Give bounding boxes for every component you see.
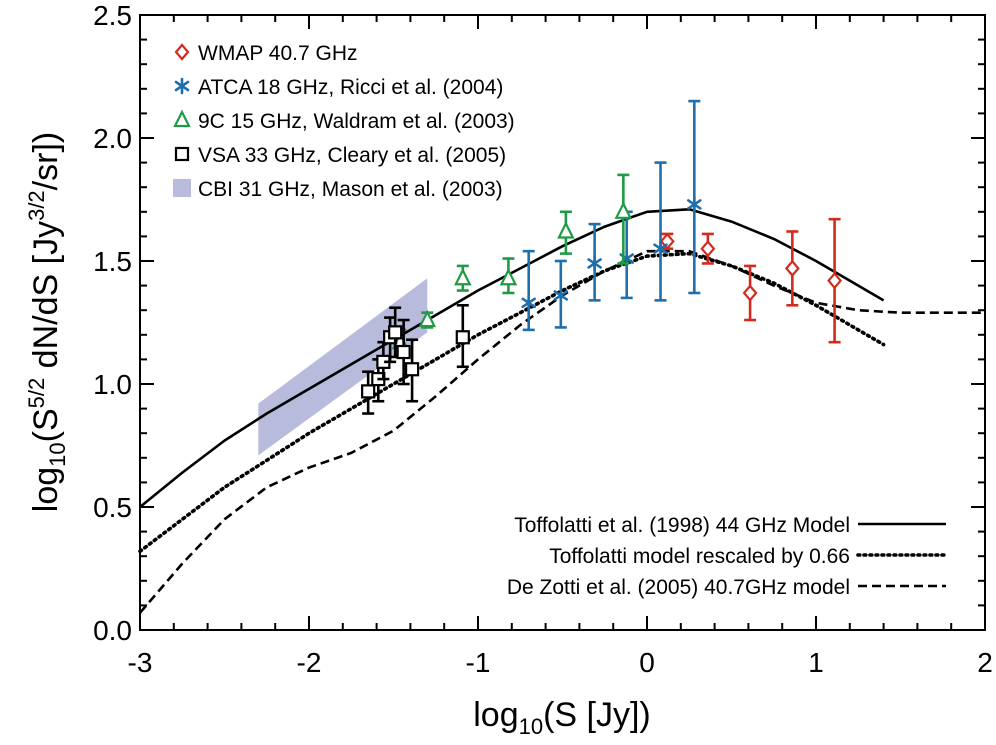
legend-marker-diamond <box>174 43 190 61</box>
asterisk-stroke <box>553 290 569 301</box>
model-legend-label: Toffolatti et al. (1998) 44 GHz Model <box>514 514 850 537</box>
x-tick-label: 0 <box>639 647 655 678</box>
error-bar <box>522 249 535 332</box>
error-bar <box>617 173 630 265</box>
series-square <box>361 303 470 415</box>
series-triangle <box>391 173 633 359</box>
data-point <box>388 325 403 340</box>
data-point <box>700 240 716 258</box>
x-tick-label: 2 <box>977 647 993 678</box>
y-tick-label: 1.0 <box>93 369 132 400</box>
asterisk-stroke <box>687 199 702 210</box>
legend-label: VSA 33 GHz, Cleary et al. (2005) <box>198 144 506 167</box>
cbi-band <box>258 278 428 456</box>
legend-label: WMAP 40.7 GHz <box>198 42 358 65</box>
series-asterisk <box>521 99 702 332</box>
legend-label: ATCA 18 GHz, Ricci et al. (2004) <box>198 76 503 99</box>
asterisk-stroke <box>174 80 190 92</box>
model-legend-label: Toffolatti model rescaled by 0.66 <box>549 545 850 568</box>
data-point <box>455 330 470 345</box>
x-tick-label: -1 <box>466 647 491 678</box>
data-legend: WMAP 40.7 GHz ATCA 18 GHz, Ricci et al. (… <box>173 42 515 201</box>
y-tick-label: 2.5 <box>93 0 132 31</box>
data-series-layer <box>361 99 843 415</box>
axis-ticks: -3 -2 -1 0 1 2 0.0 0.5 1.0 1.5 2.0 2.5 <box>93 0 993 678</box>
asterisk-stroke <box>521 297 537 309</box>
legend-marker-triangle <box>173 109 191 128</box>
data-point <box>653 240 668 257</box>
data-point <box>499 267 518 286</box>
data-point <box>587 255 602 272</box>
data-point <box>418 309 437 328</box>
data-point <box>614 201 633 219</box>
series-diamond <box>659 217 843 344</box>
y-tick-label: 2.0 <box>93 123 132 154</box>
x-axis-title: log10(S [Jy]) <box>473 696 651 739</box>
data-point <box>827 271 843 290</box>
y-tick-label: 0.0 <box>93 615 132 646</box>
data-point <box>784 259 800 278</box>
plot-frame <box>139 14 986 631</box>
data-point <box>396 344 411 360</box>
x-tick-label: -2 <box>297 647 322 678</box>
cbi-band-layer <box>258 278 428 456</box>
y-tick-label: 1.5 <box>93 246 132 277</box>
model-curve-dotted <box>138 251 886 554</box>
data-point <box>557 221 575 239</box>
y-axis-title: log10(S5/2 dN/dS [Jy3/2/sr]) <box>24 132 70 512</box>
data-point <box>553 287 569 304</box>
x-tick-label: -3 <box>128 647 153 678</box>
asterisk-stroke <box>587 258 602 269</box>
data-point <box>361 384 376 399</box>
data-point <box>454 267 472 286</box>
legend-band-swatch <box>173 179 191 197</box>
data-point <box>404 362 420 377</box>
x-tick-label: 1 <box>808 647 824 678</box>
model-legend: Toffolatti et al. (1998) 44 GHz Model Tof… <box>507 514 948 599</box>
data-point <box>521 294 537 312</box>
model-legend-label: De Zotti et al. (2005) 40.7GHz model <box>507 576 850 599</box>
y-tick-label: 0.5 <box>93 492 132 523</box>
data-point <box>742 284 758 302</box>
legend-label: CBI 31 GHz, Mason et al. (2003) <box>198 178 503 201</box>
error-bar <box>654 161 667 302</box>
legend-marker-square <box>174 146 190 162</box>
data-point <box>687 196 702 213</box>
model-curve-solid <box>139 208 885 509</box>
asterisk-stroke <box>653 243 668 254</box>
legend-marker-asterisk <box>174 77 190 95</box>
legend-label: 9C 15 GHz, Waldram et al. (2003) <box>198 110 515 133</box>
